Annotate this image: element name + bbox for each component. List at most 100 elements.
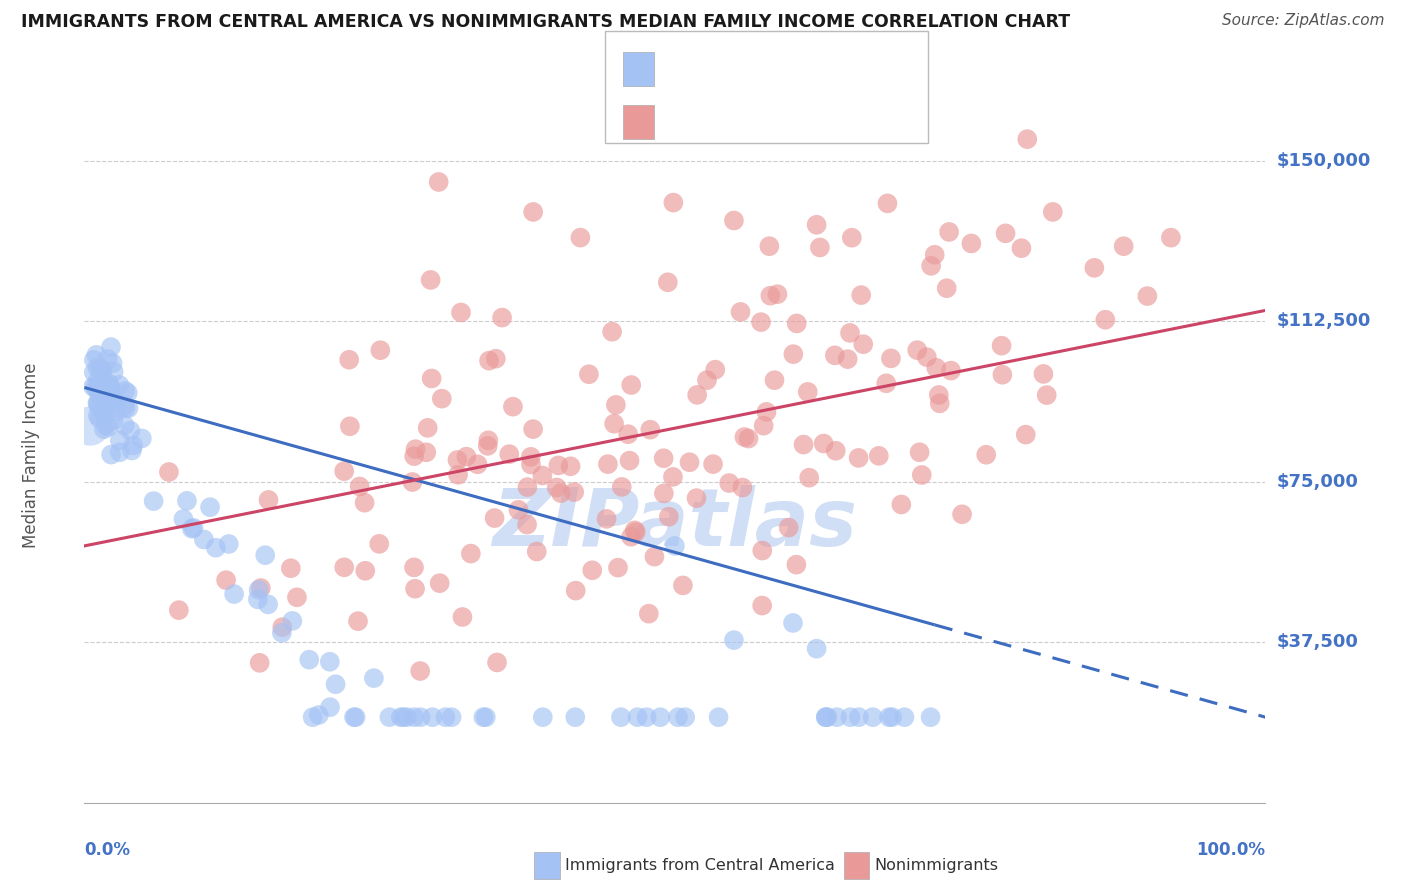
Point [928, 388, 950, 402]
Point [652, 451, 675, 466]
Point [1017, 132, 1039, 146]
Point [905, 343, 928, 358]
Point [218, 537, 240, 551]
Point [686, 388, 709, 402]
Point [343, 710, 366, 724]
Point [508, 503, 530, 517]
Point [560, 459, 582, 474]
Text: 0.0%: 0.0% [84, 841, 131, 859]
Point [395, 710, 418, 724]
Point [308, 708, 330, 723]
Point [84, 379, 107, 393]
Point [814, 710, 837, 724]
Point [409, 664, 432, 678]
Point [848, 710, 870, 724]
Point [363, 671, 385, 685]
Point [440, 710, 463, 724]
Point [281, 614, 304, 628]
Point [420, 371, 443, 385]
Point [193, 533, 215, 547]
Point [409, 710, 432, 724]
Text: $75,000: $75,000 [1277, 473, 1358, 491]
Point [605, 398, 627, 412]
Point [620, 378, 643, 392]
Point [920, 710, 942, 724]
Point [131, 431, 153, 445]
Point [564, 710, 586, 724]
Point [415, 445, 437, 459]
Point [108, 445, 131, 459]
Point [484, 511, 506, 525]
Point [96, 392, 118, 407]
Point [215, 573, 238, 587]
Point [723, 213, 745, 227]
Point [664, 539, 686, 553]
Point [337, 352, 360, 367]
Point [86, 396, 108, 410]
Point [100, 448, 122, 462]
Point [478, 353, 501, 368]
Point [607, 560, 630, 574]
Point [938, 225, 960, 239]
Point [378, 710, 401, 724]
Text: R =: R = [665, 113, 702, 131]
Point [117, 401, 139, 416]
Point [799, 471, 821, 485]
Point [839, 710, 862, 724]
Point [86, 360, 108, 375]
Point [526, 544, 548, 558]
Point [87, 374, 110, 388]
Point [451, 610, 474, 624]
Point [672, 578, 695, 592]
Point [620, 530, 643, 544]
Point [662, 470, 685, 484]
Text: $112,500: $112,500 [1277, 312, 1371, 330]
Point [595, 512, 617, 526]
Point [250, 581, 273, 595]
Text: N =: N = [780, 113, 828, 131]
Point [974, 448, 997, 462]
Point [935, 281, 957, 295]
Point [103, 413, 125, 427]
Text: 100.0%: 100.0% [1197, 841, 1265, 859]
Point [581, 563, 603, 577]
Point [422, 710, 444, 724]
Point [198, 500, 221, 515]
Point [531, 468, 554, 483]
Point [636, 710, 658, 724]
Point [114, 401, 136, 415]
Point [122, 438, 145, 452]
Point [402, 560, 425, 574]
Point [1112, 239, 1135, 253]
Text: IMMIGRANTS FROM CENTRAL AMERICA VS NONIMMIGRANTS MEDIAN FAMILY INCOME CORRELATIO: IMMIGRANTS FROM CENTRAL AMERICA VS NONIM… [21, 13, 1070, 31]
Point [100, 383, 122, 397]
Point [491, 310, 513, 325]
Point [839, 326, 862, 340]
Point [806, 641, 828, 656]
Point [246, 592, 269, 607]
Point [546, 480, 568, 494]
Point [782, 347, 804, 361]
Point [477, 439, 499, 453]
Point [617, 427, 640, 442]
Point [93, 388, 115, 402]
Point [368, 537, 391, 551]
Point [755, 405, 778, 419]
Point [666, 710, 689, 724]
Point [841, 231, 863, 245]
Text: 145: 145 [828, 113, 866, 131]
Point [430, 392, 453, 406]
Point [114, 399, 136, 413]
Point [817, 710, 839, 724]
Point [877, 710, 900, 724]
Point [578, 368, 600, 382]
Point [114, 384, 136, 398]
Point [733, 430, 755, 444]
Point [751, 599, 773, 613]
Point [167, 603, 190, 617]
Point [83, 366, 105, 380]
Point [1042, 205, 1064, 219]
Point [824, 443, 846, 458]
Point [434, 710, 457, 724]
Point [813, 436, 835, 450]
